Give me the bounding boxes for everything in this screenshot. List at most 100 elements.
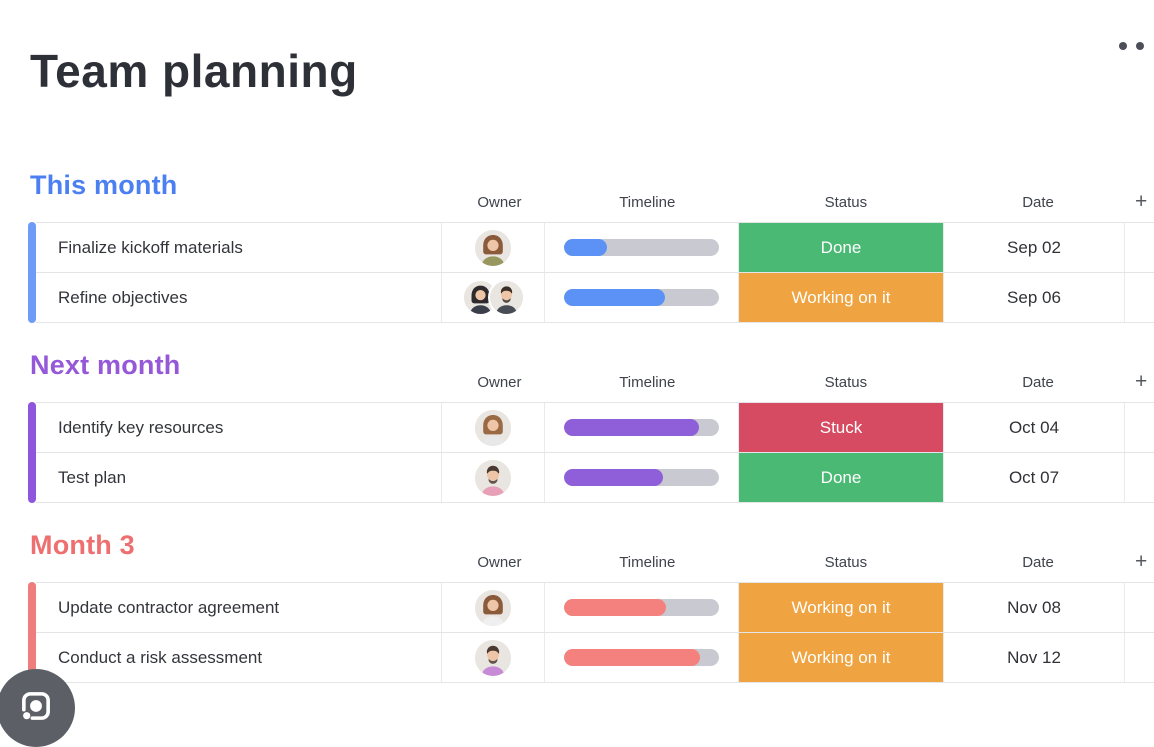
task-name[interactable]: Refine objectives — [36, 273, 442, 322]
empty-cell — [1125, 223, 1154, 272]
group-title[interactable]: Month 3 — [30, 530, 135, 560]
group-color-strip — [28, 402, 36, 503]
column-header-date[interactable]: Date — [1022, 374, 1054, 391]
table-row: Conduct a risk assessment Working on it … — [36, 633, 1154, 683]
column-header-date[interactable]: Date — [1022, 554, 1054, 571]
task-name[interactable]: Test plan — [36, 453, 442, 502]
group-table: Identify key resources Stuck Oct 04 Test… — [28, 402, 1154, 503]
name-column-spacer — [36, 192, 448, 214]
camera-icon — [22, 692, 50, 720]
date-cell[interactable]: Sep 06 — [944, 273, 1125, 322]
timeline-bar[interactable] — [564, 599, 719, 616]
owner-cell[interactable] — [442, 223, 545, 272]
group-header: Next month Owner Timeline Status Date + — [28, 348, 1154, 402]
timeline-cell — [545, 403, 739, 452]
task-name[interactable]: Update contractor agreement — [36, 583, 442, 632]
task-name[interactable]: Identify key resources — [36, 403, 442, 452]
group-this-month: This month Owner Timeline Status Date + … — [28, 168, 1154, 323]
owner-avatar — [475, 589, 511, 626]
date-cell[interactable]: Sep 02 — [944, 223, 1125, 272]
column-headers: Owner Timeline Status Date + — [36, 370, 1154, 394]
page-title: Team planning — [30, 45, 358, 97]
timeline-cell — [545, 223, 739, 272]
column-header-status[interactable]: Status — [824, 374, 868, 391]
timeline-cell — [545, 633, 739, 682]
avatar — [463, 281, 523, 314]
empty-cell — [1125, 273, 1154, 322]
date-cell[interactable]: Oct 07 — [944, 453, 1125, 502]
column-header-date[interactable]: Date — [1022, 194, 1054, 211]
owner-cell[interactable] — [442, 583, 545, 632]
timeline-bar[interactable] — [564, 649, 719, 666]
camera-lens-button[interactable] — [0, 669, 75, 747]
column-header-status[interactable]: Status — [824, 554, 868, 571]
timeline-bar[interactable] — [564, 239, 719, 256]
avatar — [475, 639, 511, 676]
status-badge[interactable]: Done — [739, 453, 944, 502]
status-badge[interactable]: Working on it — [739, 633, 944, 682]
timeline-cell — [545, 273, 739, 322]
owner-avatar — [475, 459, 511, 496]
avatar — [475, 589, 511, 626]
menu-dot — [1136, 42, 1144, 50]
owner-cell[interactable] — [442, 273, 545, 322]
add-column-button[interactable]: + — [1134, 550, 1148, 573]
owner-avatar — [489, 281, 523, 314]
empty-cell — [1125, 633, 1154, 682]
timeline-bar[interactable] — [564, 289, 719, 306]
add-column-button[interactable]: + — [1134, 190, 1148, 213]
avatar — [475, 409, 511, 446]
date-cell[interactable]: Nov 08 — [944, 583, 1125, 632]
column-header-timeline[interactable]: Timeline — [619, 554, 676, 571]
column-header-timeline[interactable]: Timeline — [619, 194, 676, 211]
column-header-owner[interactable]: Owner — [477, 194, 522, 211]
group-table: Finalize kickoff materials Done Sep 02 R… — [28, 222, 1154, 323]
task-name[interactable]: Finalize kickoff materials — [36, 223, 442, 272]
timeline-fill — [564, 289, 665, 306]
group-title[interactable]: This month — [30, 170, 178, 200]
owner-cell[interactable] — [442, 403, 545, 452]
group-color-strip — [28, 222, 36, 323]
group-color-strip — [28, 582, 36, 683]
column-header-status[interactable]: Status — [824, 194, 868, 211]
timeline-bar[interactable] — [564, 469, 719, 486]
group-title[interactable]: Next month — [30, 350, 181, 380]
status-badge[interactable]: Done — [739, 223, 944, 272]
group-header: This month Owner Timeline Status Date + — [28, 168, 1154, 222]
column-header-owner[interactable]: Owner — [477, 374, 522, 391]
timeline-fill — [564, 239, 608, 256]
menu-dot — [1119, 42, 1127, 50]
timeline-bar[interactable] — [564, 419, 719, 436]
timeline-fill — [564, 649, 701, 666]
table-row: Refine objectives Working on it Sep 06 — [36, 273, 1154, 323]
group-next-month: Next month Owner Timeline Status Date + … — [28, 348, 1154, 503]
table-row: Test plan Done Oct 07 — [36, 453, 1154, 503]
empty-cell — [1125, 403, 1154, 452]
date-cell[interactable]: Oct 04 — [944, 403, 1125, 452]
board-header: Team planning — [30, 44, 1154, 114]
owner-avatar — [475, 409, 511, 446]
avatar — [475, 459, 511, 496]
timeline-cell — [545, 453, 739, 502]
add-column-button[interactable]: + — [1134, 370, 1148, 393]
owner-cell[interactable] — [442, 633, 545, 682]
owner-avatar — [475, 639, 511, 676]
column-header-timeline[interactable]: Timeline — [619, 374, 676, 391]
date-cell[interactable]: Nov 12 — [944, 633, 1125, 682]
owner-cell[interactable] — [442, 453, 545, 502]
column-header-owner[interactable]: Owner — [477, 554, 522, 571]
status-badge[interactable]: Working on it — [739, 273, 944, 322]
name-column-spacer — [36, 552, 448, 574]
owner-avatar — [475, 229, 511, 266]
table-row: Finalize kickoff materials Done Sep 02 — [36, 223, 1154, 273]
avatar — [475, 229, 511, 266]
column-headers: Owner Timeline Status Date + — [36, 190, 1154, 214]
status-badge[interactable]: Stuck — [739, 403, 944, 452]
timeline-cell — [545, 583, 739, 632]
name-column-spacer — [36, 372, 448, 394]
status-badge[interactable]: Working on it — [739, 583, 944, 632]
more-menu-icon[interactable] — [1113, 36, 1150, 56]
task-name[interactable]: Conduct a risk assessment — [36, 633, 442, 682]
table-row: Update contractor agreement Working on i… — [36, 583, 1154, 633]
table-row: Identify key resources Stuck Oct 04 — [36, 403, 1154, 453]
